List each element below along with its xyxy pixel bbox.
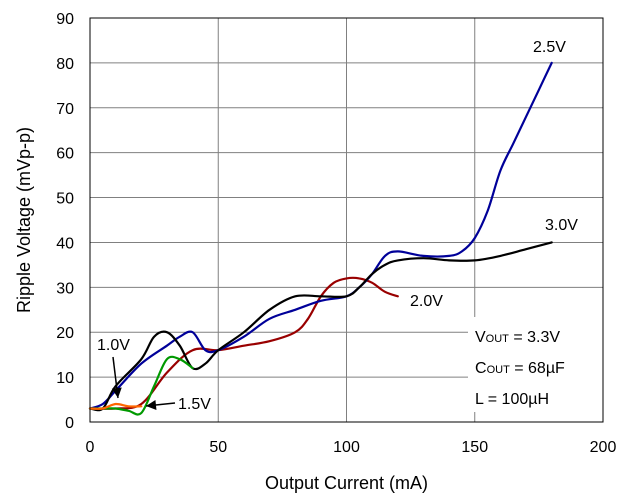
x-tick-label: 200 bbox=[590, 439, 617, 456]
y-tick-label: 0 bbox=[65, 415, 74, 432]
y-tick-label: 20 bbox=[56, 325, 74, 342]
series-label-3-0v: 3.0V bbox=[545, 217, 578, 234]
x-tick-label: 50 bbox=[209, 439, 227, 456]
y-tick-label: 30 bbox=[56, 280, 74, 297]
x-tick-labels: 0 50 100 150 200 bbox=[86, 439, 617, 456]
series-line-2-0v bbox=[88, 276, 399, 410]
y-tick-label: 90 bbox=[56, 11, 74, 28]
condition-line-1: VOUT = 3.3V bbox=[475, 329, 560, 346]
x-tick-label: 150 bbox=[461, 439, 488, 456]
condition-line-2: COUT = 68µF bbox=[475, 360, 565, 377]
y-tick-label: 50 bbox=[56, 191, 74, 208]
series-lines bbox=[88, 61, 553, 416]
y-tick-label: 10 bbox=[56, 370, 74, 387]
conditions-box: VOUT = 3.3V COUT = 68µF L = 100µH bbox=[468, 317, 603, 412]
x-axis-title: Output Current (mA) bbox=[265, 473, 428, 493]
x-tick-label: 100 bbox=[333, 439, 360, 456]
series-line-1-0v bbox=[88, 402, 143, 410]
series-label-2-0v: 2.0V bbox=[410, 293, 443, 310]
series-line-3-0v bbox=[88, 241, 553, 412]
series-annotations: 1.0V 1.5V 2.0V 2.5V 3.0V bbox=[97, 39, 578, 413]
x-tick-label: 0 bbox=[86, 439, 95, 456]
y-axis-title: Ripple Voltage (mVp-p) bbox=[14, 127, 34, 313]
y-tick-label: 60 bbox=[56, 146, 74, 163]
arrow-1-5v bbox=[145, 399, 176, 410]
plot-frame bbox=[89, 17, 604, 423]
conditions-background bbox=[468, 317, 603, 412]
condition-line-3: L = 100µH bbox=[475, 391, 549, 408]
y-tick-label: 40 bbox=[56, 235, 74, 252]
y-tick-label: 70 bbox=[56, 101, 74, 118]
y-tick-label: 80 bbox=[56, 56, 74, 73]
arrow-1-0v bbox=[111, 356, 122, 399]
gridlines bbox=[90, 18, 603, 422]
series-label-1-0v: 1.0V bbox=[97, 337, 130, 354]
series-label-2-5v: 2.5V bbox=[533, 39, 566, 56]
y-tick-labels: 0 10 20 30 40 50 60 70 80 90 bbox=[56, 11, 74, 432]
series-label-1-5v: 1.5V bbox=[178, 396, 211, 413]
